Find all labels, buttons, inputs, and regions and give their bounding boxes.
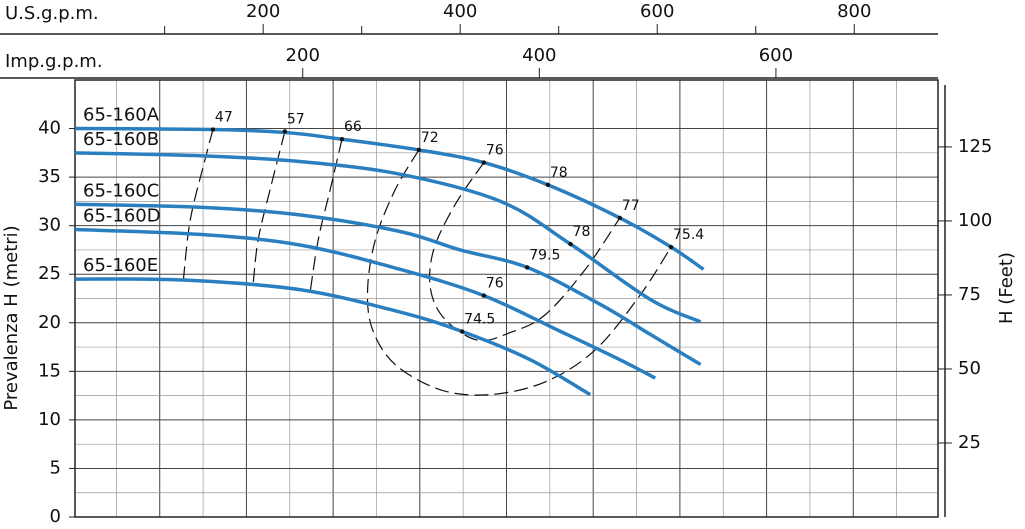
y-tick-label: 0 (50, 506, 61, 527)
efficiency-label: 74.5 (464, 312, 495, 328)
y2-tick-label: 25 (958, 432, 981, 453)
y-tick-label: 25 (38, 263, 61, 284)
y2-axis-title: H (Feet) (996, 252, 1017, 324)
pump-curve (74, 277, 592, 397)
x-axis-title: U.S.g.p.m. (5, 3, 99, 24)
series-label: 65-160E (83, 255, 158, 276)
series-label: 65-160B (83, 129, 159, 150)
pump-curve (74, 126, 705, 271)
efficiency-point (459, 329, 465, 334)
y-tick-label: 30 (38, 215, 61, 236)
y2-tick-label: 100 (958, 210, 992, 231)
efficiency-point (568, 241, 573, 247)
efficiency-point (668, 244, 674, 250)
efficiency-label: 79.5 (529, 247, 560, 263)
efficiency-point (416, 147, 422, 153)
efficiency-label: 66 (344, 119, 362, 135)
y-tick-label: 5 (50, 457, 61, 478)
efficiency-point (339, 137, 345, 142)
y-axis-title: Prevalenza H (metri) (1, 225, 22, 410)
plot-frame (74, 79, 939, 518)
efficiency-label: 76 (486, 143, 504, 159)
x-tick-label: 800 (837, 1, 871, 22)
x2-tick-label: 400 (522, 45, 556, 66)
x-tick-label: 200 (246, 1, 280, 22)
y-tick-label: 20 (38, 312, 61, 333)
efficiency-label: 57 (287, 111, 305, 127)
efficiency-point (617, 215, 622, 221)
y2-tick-label: 75 (958, 284, 981, 305)
efficiency-curve (366, 149, 672, 396)
efficiency-point (481, 160, 487, 165)
pump-curve (74, 202, 702, 367)
x2-axis-title: Imp.g.p.m. (5, 51, 103, 72)
y-tick-label: 40 (38, 118, 61, 139)
y-tick-label: 35 (38, 166, 61, 187)
x2-tick-label: 600 (759, 45, 793, 66)
efficiency-label: 77 (622, 198, 640, 214)
y2-tick-label: 50 (958, 358, 981, 379)
efficiency-label: 72 (421, 130, 439, 146)
series-label: 65-160D (83, 206, 161, 227)
efficiency-curve (309, 139, 343, 290)
efficiency-label: 78 (573, 224, 591, 240)
series-label: 65-160C (83, 180, 159, 201)
efficiency-curve (182, 129, 214, 281)
x-tick-label: 400 (443, 1, 477, 22)
efficiency-label: 47 (215, 110, 233, 126)
efficiency-point (282, 129, 288, 134)
pump-curve (74, 227, 657, 380)
y2-tick-label: 125 (958, 136, 992, 157)
x2-tick-label: 200 (286, 45, 320, 66)
y-tick-label: 15 (38, 360, 61, 381)
efficiency-point (210, 127, 216, 132)
efficiency-point (545, 182, 551, 188)
efficiency-point (481, 293, 487, 298)
efficiency-label: 75.4 (673, 227, 704, 243)
efficiency-curve (252, 131, 286, 283)
series-label: 65-160A (83, 105, 160, 126)
x-tick-label: 600 (640, 1, 674, 22)
efficiency-point (524, 265, 530, 270)
efficiency-label: 78 (550, 165, 568, 181)
y-tick-label: 10 (38, 409, 61, 430)
efficiency-label: 76 (486, 276, 504, 292)
pump-curve (74, 151, 702, 324)
